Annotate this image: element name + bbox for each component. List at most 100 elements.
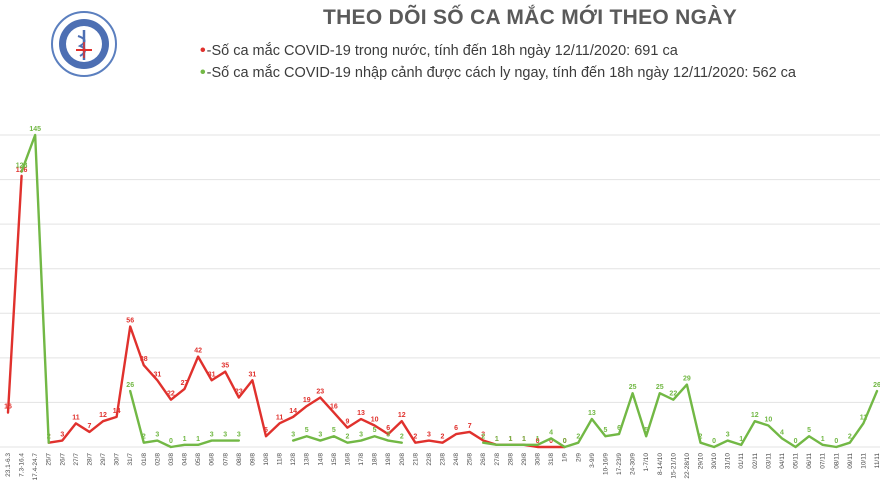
x-tick-label: 1/9 [562, 453, 569, 462]
domestic-series-data-label: 7 [88, 423, 92, 430]
domestic-series-data-label: 6 [454, 425, 458, 432]
x-tick-label: 17-23/9 [616, 453, 623, 475]
x-tick-label: 03/8 [168, 453, 175, 466]
imported-series-data-label: 12 [751, 412, 759, 419]
imported-series-data-label: 5 [807, 427, 811, 434]
imported-series-line [129, 389, 241, 449]
imported-series-data-label: 1 [536, 436, 540, 443]
domestic-series-data-label: 31 [249, 371, 257, 378]
x-tick-label: 11/8 [277, 453, 284, 466]
domestic-series-data-label: 31 [153, 371, 161, 378]
x-tick-label: 05/11 [793, 453, 800, 469]
x-tick-label: 21/8 [412, 453, 419, 466]
x-tick-label: 28/7 [86, 453, 93, 466]
imported-series-data-label: 2 [47, 434, 51, 441]
x-tick-label: 06/11 [806, 453, 813, 469]
imported-series-line [482, 383, 879, 449]
x-tick-label: 29/7 [100, 453, 107, 466]
x-tick-label: 30/8 [535, 453, 542, 466]
x-tick-label: 28/8 [507, 453, 514, 466]
imported-series-data-label: 25 [656, 384, 664, 391]
domestic-series-data-label: 0 [536, 438, 540, 445]
x-tick-label: 04/11 [779, 453, 786, 469]
x-tick-label: 20/8 [399, 453, 406, 466]
legend-imported-marker: • [200, 64, 206, 81]
x-tick-label: 8-14/10 [657, 453, 664, 475]
imported-series-data-label: 26 [126, 382, 134, 389]
domestic-series-data-label: 1 [495, 436, 499, 443]
x-tick-label: 07/8 [222, 453, 229, 466]
domestic-series-data-label: 10 [371, 416, 379, 423]
x-tick-label: 06/8 [209, 453, 216, 466]
domestic-series-data-label: 23 [235, 389, 243, 396]
ministry-of-health-logo [50, 10, 118, 78]
imported-series-line [291, 435, 403, 444]
x-tick-label: 3-9/9 [589, 453, 596, 468]
x-tick-label: 31/10 [725, 453, 732, 470]
x-tick-label: 14/8 [317, 453, 324, 466]
domestic-series-data-label: 42 [194, 348, 202, 355]
imported-series-data-label: 1 [508, 436, 512, 443]
domestic-series-data-label: 2 [413, 434, 417, 441]
x-tick-label: 15/8 [331, 453, 338, 466]
imported-series-data-label: 1 [495, 436, 499, 443]
domestic-series-data-label: 3 [60, 432, 64, 439]
x-tick-label: 31/7 [127, 453, 134, 466]
x-tick-label: 05/8 [195, 453, 202, 466]
domestic-series-data-label: 38 [140, 356, 148, 363]
imported-series-data-label: 2 [481, 434, 485, 441]
x-tick-label: 30/7 [114, 453, 121, 466]
imported-series-data-label: 29 [683, 376, 691, 383]
x-tick-label: 18/8 [372, 453, 379, 466]
x-tick-label: 25/8 [467, 453, 474, 466]
imported-series-data-label: 2 [848, 434, 852, 441]
domestic-series-line [47, 325, 566, 449]
imported-series-data-label: 2 [346, 434, 350, 441]
domestic-series-data-label: 13 [357, 410, 365, 417]
domestic-series-data-label: 23 [316, 389, 324, 396]
x-tick-label: 01/11 [738, 453, 745, 469]
x-tick-label: 10-16/9 [602, 453, 609, 475]
domestic-series-data-label: 16 [330, 404, 338, 411]
imported-series-data-label: 3 [726, 432, 730, 439]
legend-domestic-marker: • [200, 42, 206, 59]
domestic-series-data-label: 16 [4, 404, 12, 411]
x-tick-label: 02/11 [752, 453, 759, 469]
x-tick-label: 10/11 [860, 453, 867, 469]
x-tick-label: 01/8 [141, 453, 148, 466]
x-tick-label: 12/8 [290, 453, 297, 466]
imported-series-data-label: 22 [669, 391, 677, 398]
x-tick-label: 25/7 [46, 453, 53, 466]
imported-series-data-label: 3 [223, 432, 227, 439]
domestic-series-data-label: 56 [126, 318, 134, 325]
x-tick-label: 22-28/10 [684, 453, 691, 479]
imported-series-data-label: 5 [644, 427, 648, 434]
imported-series-data-label: 145 [29, 126, 41, 133]
domestic-series-data-label: 12 [99, 412, 107, 419]
domestic-series-data-label: 19 [303, 397, 311, 404]
x-tick-label: 27/8 [494, 453, 501, 466]
imported-series-data-label: 1 [739, 436, 743, 443]
imported-series-data-label: 5 [373, 427, 377, 434]
imported-series-data-label: 128 [16, 163, 28, 170]
x-tick-label: 03/11 [765, 453, 772, 469]
x-tick-label: 08/11 [833, 453, 840, 469]
x-tick-label: 08/8 [236, 453, 243, 466]
x-tick-label: 26/7 [59, 453, 66, 466]
domestic-series-line [6, 174, 23, 414]
imported-series-data-label: 0 [563, 438, 567, 445]
x-tick-label: 24/8 [453, 453, 460, 466]
x-tick-label: 10/8 [263, 453, 270, 466]
domestic-series-data-label: 14 [289, 408, 297, 415]
imported-series-data-label: 3 [386, 432, 390, 439]
domestic-series-data-label: 3 [481, 432, 485, 439]
imported-series-data-label: 3 [237, 432, 241, 439]
x-tick-label: 24-30/9 [630, 453, 637, 475]
imported-series-data-label: 0 [834, 438, 838, 445]
imported-series-line [20, 133, 50, 444]
x-tick-label: 22/8 [426, 453, 433, 466]
domestic-series-data-label: 11 [72, 414, 80, 421]
x-tick-label: 29/8 [521, 453, 528, 466]
x-tick-label: 29/10 [697, 453, 704, 470]
